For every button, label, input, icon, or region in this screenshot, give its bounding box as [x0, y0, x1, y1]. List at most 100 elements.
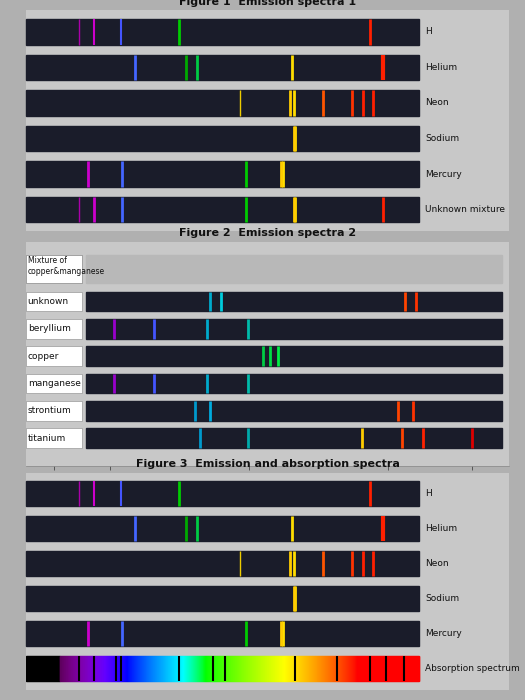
Bar [386, 656, 387, 681]
Bar [128, 656, 129, 681]
Bar [368, 656, 369, 681]
Bar [191, 656, 192, 681]
Bar [86, 319, 502, 339]
Bar [235, 656, 236, 681]
Bar [394, 656, 395, 681]
Bar [390, 656, 391, 681]
Text: Mixture of
copper&manganese: Mixture of copper&manganese [28, 256, 105, 276]
Bar [88, 656, 89, 681]
Bar [94, 656, 95, 681]
Bar [414, 656, 415, 681]
Bar [163, 656, 164, 681]
Bar [190, 656, 191, 681]
Bar [253, 656, 254, 681]
Bar [55, 656, 56, 681]
X-axis label: wavelength (10⁻⁹m): wavelength (10⁻⁹m) [222, 486, 313, 496]
Title: Figure 1  Emission spectra 1: Figure 1 Emission spectra 1 [179, 0, 356, 7]
Bar [396, 656, 397, 681]
Bar [182, 656, 183, 681]
Bar [70, 656, 71, 681]
Bar [341, 656, 342, 681]
Bar [75, 656, 76, 681]
Bar [384, 656, 385, 681]
Bar [214, 656, 215, 681]
Bar [110, 656, 111, 681]
Bar [331, 656, 332, 681]
Bar [334, 656, 335, 681]
Bar [131, 656, 132, 681]
Bar [206, 656, 207, 681]
Bar [56, 656, 57, 681]
Bar [117, 656, 118, 681]
Bar [100, 656, 101, 681]
Bar [173, 656, 174, 681]
Bar [161, 656, 162, 681]
Bar [391, 656, 392, 681]
Bar [164, 656, 165, 681]
Bar [193, 656, 194, 681]
Bar [364, 656, 365, 681]
Bar [413, 656, 414, 681]
Bar [285, 656, 286, 681]
Bar [246, 656, 247, 681]
Bar [328, 656, 329, 681]
Bar [199, 656, 200, 681]
Bar [397, 656, 398, 681]
Bar [90, 656, 91, 681]
Bar [292, 656, 293, 681]
Bar [317, 656, 318, 681]
Bar [358, 656, 359, 681]
Bar [154, 656, 155, 681]
Bar [344, 656, 345, 681]
Bar [299, 656, 300, 681]
Bar [143, 656, 144, 681]
Bar [314, 656, 315, 681]
Bar [281, 656, 282, 681]
Bar [228, 656, 229, 681]
Text: Neon: Neon [425, 559, 449, 568]
Bar [121, 656, 122, 681]
Bar [26, 19, 419, 45]
Bar [51, 656, 52, 681]
Bar [262, 656, 263, 681]
Bar [243, 656, 244, 681]
Bar [410, 656, 411, 681]
Bar [87, 656, 88, 681]
Bar [360, 656, 361, 681]
Bar [224, 656, 225, 681]
Bar [219, 656, 220, 681]
Bar [42, 656, 43, 681]
Bar [184, 656, 185, 681]
Title: Figure 2  Emission spectra 2: Figure 2 Emission spectra 2 [179, 228, 356, 238]
Bar [79, 656, 80, 681]
Bar [349, 656, 350, 681]
Bar [146, 656, 147, 681]
Bar [170, 656, 171, 681]
Bar [415, 656, 416, 681]
Text: Absorption spectrum: Absorption spectrum [425, 664, 520, 673]
Bar [96, 656, 97, 681]
Bar [40, 656, 41, 681]
Bar [123, 656, 124, 681]
Bar [385, 656, 386, 681]
Bar [259, 656, 260, 681]
Bar [227, 656, 228, 681]
Bar [340, 656, 341, 681]
Bar [388, 656, 389, 681]
Bar [68, 656, 69, 681]
Bar [81, 656, 82, 681]
Bar [38, 656, 39, 681]
Bar [336, 656, 337, 681]
Bar [176, 656, 177, 681]
Bar [266, 656, 267, 681]
Bar [218, 656, 219, 681]
Bar [329, 656, 330, 681]
Bar [26, 401, 82, 421]
Bar [50, 656, 51, 681]
Bar [26, 551, 419, 576]
Bar [63, 656, 64, 681]
Bar [169, 656, 170, 681]
Text: Helium: Helium [425, 63, 457, 72]
Bar [387, 656, 388, 681]
Bar [60, 656, 61, 681]
